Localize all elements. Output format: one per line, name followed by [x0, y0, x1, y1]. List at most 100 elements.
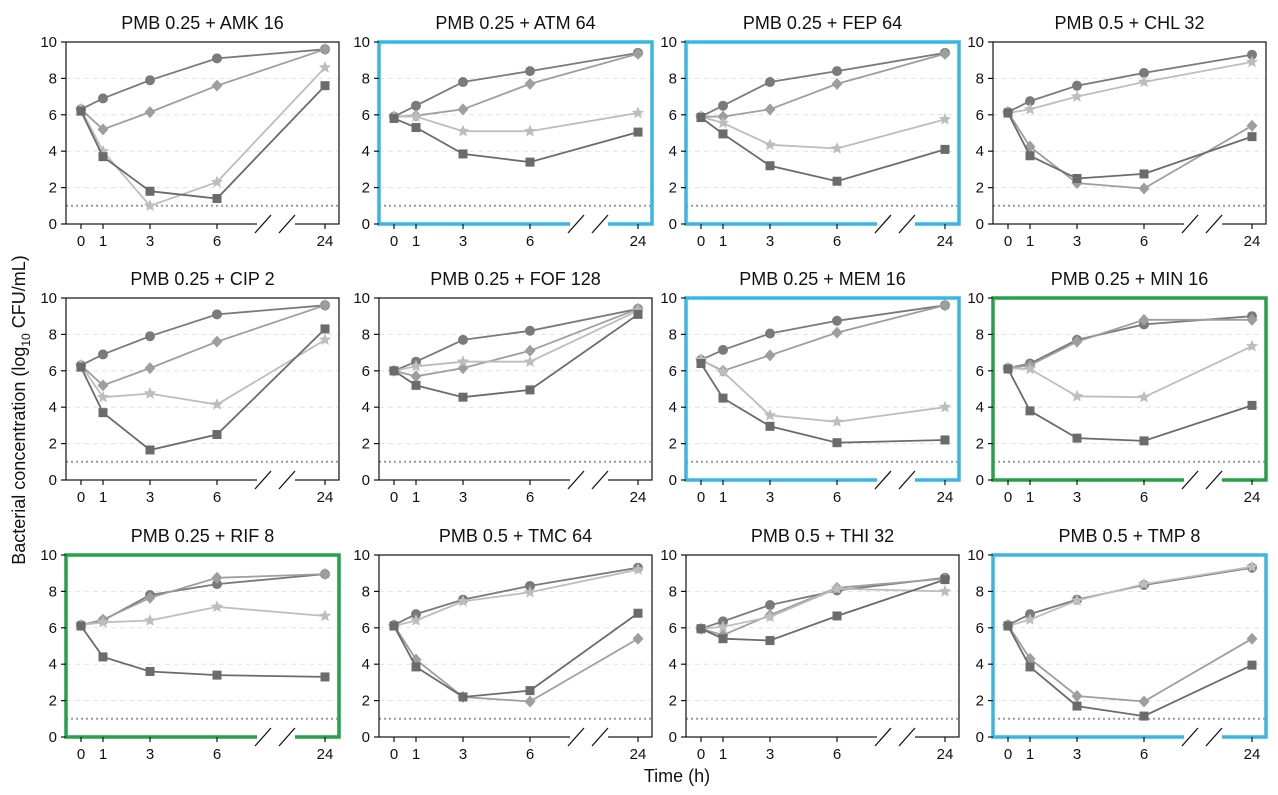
- star-marker: [1070, 594, 1084, 606]
- diamond-marker: [319, 299, 331, 312]
- square-marker: [212, 430, 222, 439]
- panel-frame: [377, 40, 654, 226]
- diamond-marker: [144, 591, 156, 604]
- diamond-marker: [211, 79, 223, 92]
- square-marker: [76, 106, 86, 116]
- x-tick-label: 0: [1004, 489, 1012, 506]
- star-marker: [830, 141, 844, 154]
- diamond-marker: [632, 632, 644, 645]
- circle-marker: [1247, 49, 1257, 60]
- square-marker: [1247, 132, 1257, 142]
- x-tick-label: 3: [146, 233, 154, 250]
- y-tick-label: 2: [976, 693, 984, 710]
- square-marker: [1139, 436, 1149, 446]
- y-tick-label: 0: [362, 472, 370, 489]
- panel-frame: [684, 40, 961, 226]
- square-marker: [940, 144, 950, 154]
- x-tick-label: 6: [213, 233, 221, 250]
- x-tick-label: 24: [317, 489, 334, 506]
- star-marker: [716, 620, 730, 633]
- y-tick-label: 2: [669, 436, 677, 453]
- star-marker: [210, 397, 224, 410]
- star-marker: [523, 124, 537, 137]
- panel-frame: [64, 553, 341, 739]
- square-marker: [458, 692, 468, 702]
- y-tick-label: 4: [669, 399, 677, 416]
- square-marker: [940, 575, 950, 585]
- star-marker: [143, 614, 157, 626]
- y-tick-label: 10: [660, 290, 677, 307]
- y-tick-label: 2: [362, 180, 370, 197]
- x-tick-label: 6: [833, 489, 841, 506]
- diamond-marker: [764, 103, 776, 116]
- y-tick-label: 10: [967, 34, 984, 51]
- star-series-line: [1007, 565, 1253, 627]
- circle-series-line: [393, 52, 639, 118]
- y-tick-label: 8: [669, 583, 677, 600]
- panel-title: PMB 0.25 + MEM 16: [739, 269, 906, 289]
- diamond-series-line: [80, 48, 326, 131]
- x-tick-label: 0: [1004, 233, 1012, 250]
- diamond-series-line: [80, 573, 326, 626]
- circle-series-line: [1007, 53, 1253, 113]
- panel-frame: [378, 297, 653, 481]
- star-marker: [143, 387, 157, 399]
- x-tick-label: 1: [1026, 233, 1034, 250]
- axis-break-mark: [254, 727, 272, 747]
- y-tick-label: 4: [669, 143, 677, 160]
- square-marker: [1025, 662, 1035, 672]
- x-tick-label: 0: [1004, 746, 1012, 763]
- square-marker: [633, 608, 643, 618]
- x-tick-label: 6: [213, 489, 221, 506]
- y-tick-label: 6: [976, 363, 984, 380]
- y-tick-label: 4: [669, 656, 677, 673]
- square-marker: [1003, 108, 1013, 118]
- square-marker: [1003, 364, 1013, 374]
- panel-title: PMB 0.25 + FOF 128: [430, 269, 601, 289]
- y-tick-label: 0: [362, 729, 370, 746]
- star-marker: [1023, 362, 1037, 375]
- axis-break-mark: [1181, 214, 1199, 234]
- y-tick-label: 8: [362, 326, 370, 343]
- y-tick-label: 10: [40, 34, 57, 51]
- square-marker: [940, 435, 950, 445]
- axis-break-mark: [567, 214, 585, 234]
- diamond-marker: [1246, 119, 1258, 132]
- axis-break-mark: [1205, 214, 1223, 234]
- y-tick-label: 0: [49, 472, 57, 489]
- square-marker: [1247, 400, 1257, 410]
- star-series-line: [700, 359, 946, 423]
- x-tick-label: 0: [390, 489, 398, 506]
- x-tick-label: 6: [526, 746, 534, 763]
- axis-break-mark: [591, 214, 609, 234]
- y-tick-label: 10: [967, 547, 984, 564]
- star-marker: [1137, 75, 1151, 88]
- y-tick-label: 10: [353, 34, 370, 51]
- x-tick-label: 3: [459, 489, 467, 506]
- y-tick-label: 0: [669, 216, 677, 233]
- square-marker: [389, 621, 399, 631]
- diamond-marker: [97, 123, 109, 136]
- star-marker: [631, 106, 645, 119]
- diamond-series-line: [393, 308, 639, 378]
- square-marker: [145, 666, 155, 676]
- x-tick-label: 1: [1026, 746, 1034, 763]
- axis-break-mark: [898, 214, 916, 234]
- y-tick-label: 8: [362, 583, 370, 600]
- x-tick-label: 6: [213, 746, 221, 763]
- y-axis-label-subscript: 10: [19, 333, 33, 347]
- x-tick-label: 6: [833, 746, 841, 763]
- square-marker: [1025, 406, 1035, 416]
- axis-break-mark: [567, 470, 585, 490]
- star-marker: [763, 408, 777, 421]
- square-marker: [1072, 174, 1082, 183]
- y-tick-label: 10: [660, 547, 677, 564]
- circle-marker: [525, 66, 535, 77]
- star-marker: [830, 582, 844, 594]
- panel-frame: [991, 553, 1268, 739]
- y-tick-label: 10: [660, 34, 677, 51]
